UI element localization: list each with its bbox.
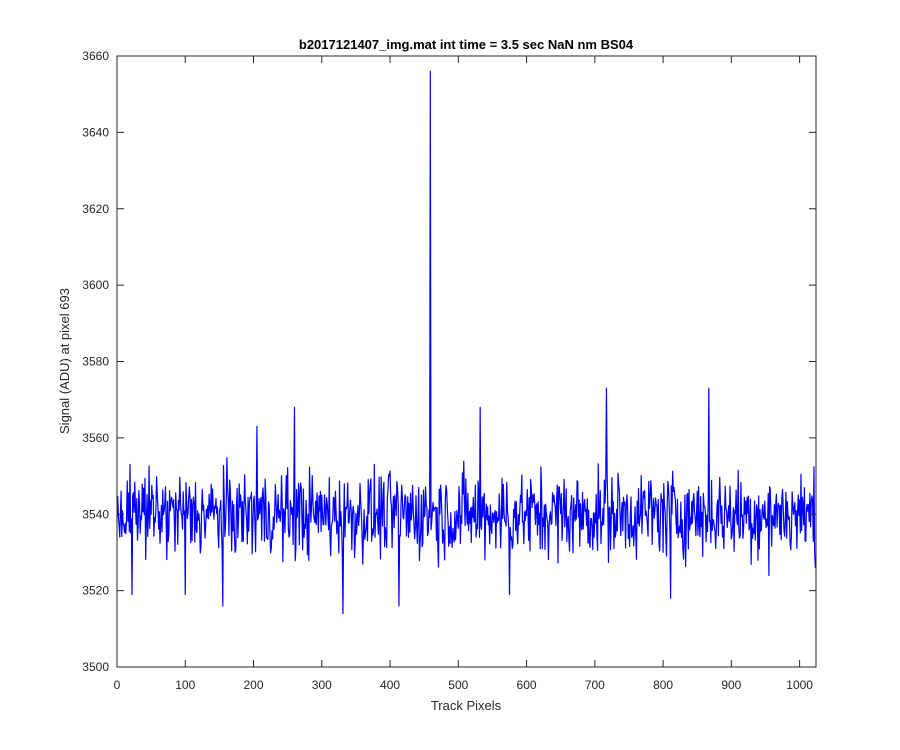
y-tick-label: 3500 [82,660,109,674]
y-tick-label: 3580 [82,355,109,369]
series-layer [116,70,816,615]
x-tick-label: 900 [721,678,741,692]
y-tick-label: 3660 [82,49,109,63]
x-tick-label: 700 [585,678,605,692]
y-tick-label: 3520 [82,584,109,598]
x-axis-label: Track Pixels [431,698,502,713]
chart-title: b2017121407_img.mat int time = 3.5 sec N… [299,37,634,52]
y-tick-label: 3620 [82,202,109,216]
y-tick-label: 3640 [82,125,109,139]
y-tick-label: 3560 [82,431,109,445]
x-tick-label: 800 [653,678,673,692]
plot-area [117,56,816,667]
x-tick-label: 200 [244,678,264,692]
y-axis-label: Signal (ADU) at pixel 693 [57,288,72,434]
y-tick-label: 3540 [82,507,109,521]
x-tick-label: 100 [175,678,195,692]
signal-series-line [116,70,816,615]
x-tick-label: 600 [517,678,537,692]
ticks-layer: 0 100 200 300 400 500 600 700 800 900 1000 3500 3520… [82,49,816,692]
x-tick-label: 0 [114,678,121,692]
x-tick-label: 300 [312,678,332,692]
x-tick-label: 400 [380,678,400,692]
x-tick-label: 1000 [786,678,813,692]
x-tick-label: 500 [448,678,468,692]
y-tick-label: 3600 [82,278,109,292]
